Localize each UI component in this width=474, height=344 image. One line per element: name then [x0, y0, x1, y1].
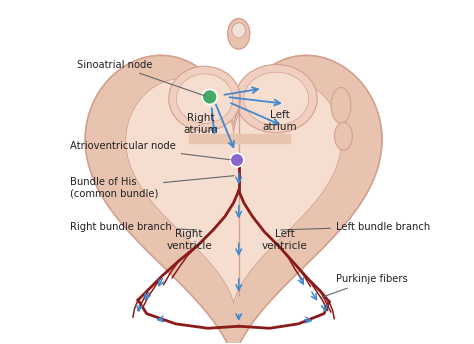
Text: Sinoatrial node: Sinoatrial node: [77, 60, 205, 96]
Text: Left bundle branch: Left bundle branch: [281, 222, 430, 232]
Circle shape: [202, 89, 217, 105]
Circle shape: [230, 153, 244, 167]
Ellipse shape: [176, 74, 233, 123]
Text: Purkinje fibers: Purkinje fibers: [321, 275, 408, 297]
Ellipse shape: [228, 19, 250, 49]
Text: Atrioventricular node: Atrioventricular node: [70, 141, 230, 160]
Ellipse shape: [244, 72, 309, 125]
Ellipse shape: [335, 122, 352, 150]
Text: Right
atrium: Right atrium: [184, 114, 219, 135]
Ellipse shape: [331, 87, 351, 123]
Ellipse shape: [169, 66, 240, 131]
Text: Left
ventricle: Left ventricle: [262, 229, 308, 251]
Text: Right
ventricle: Right ventricle: [166, 229, 212, 251]
Polygon shape: [126, 79, 341, 305]
Text: Bundle of His
(common bundle): Bundle of His (common bundle): [70, 176, 234, 198]
Text: Left
atrium: Left atrium: [262, 110, 297, 132]
Ellipse shape: [232, 23, 246, 38]
Text: Right bundle branch: Right bundle branch: [70, 222, 197, 232]
Polygon shape: [85, 55, 382, 344]
Ellipse shape: [235, 65, 317, 133]
